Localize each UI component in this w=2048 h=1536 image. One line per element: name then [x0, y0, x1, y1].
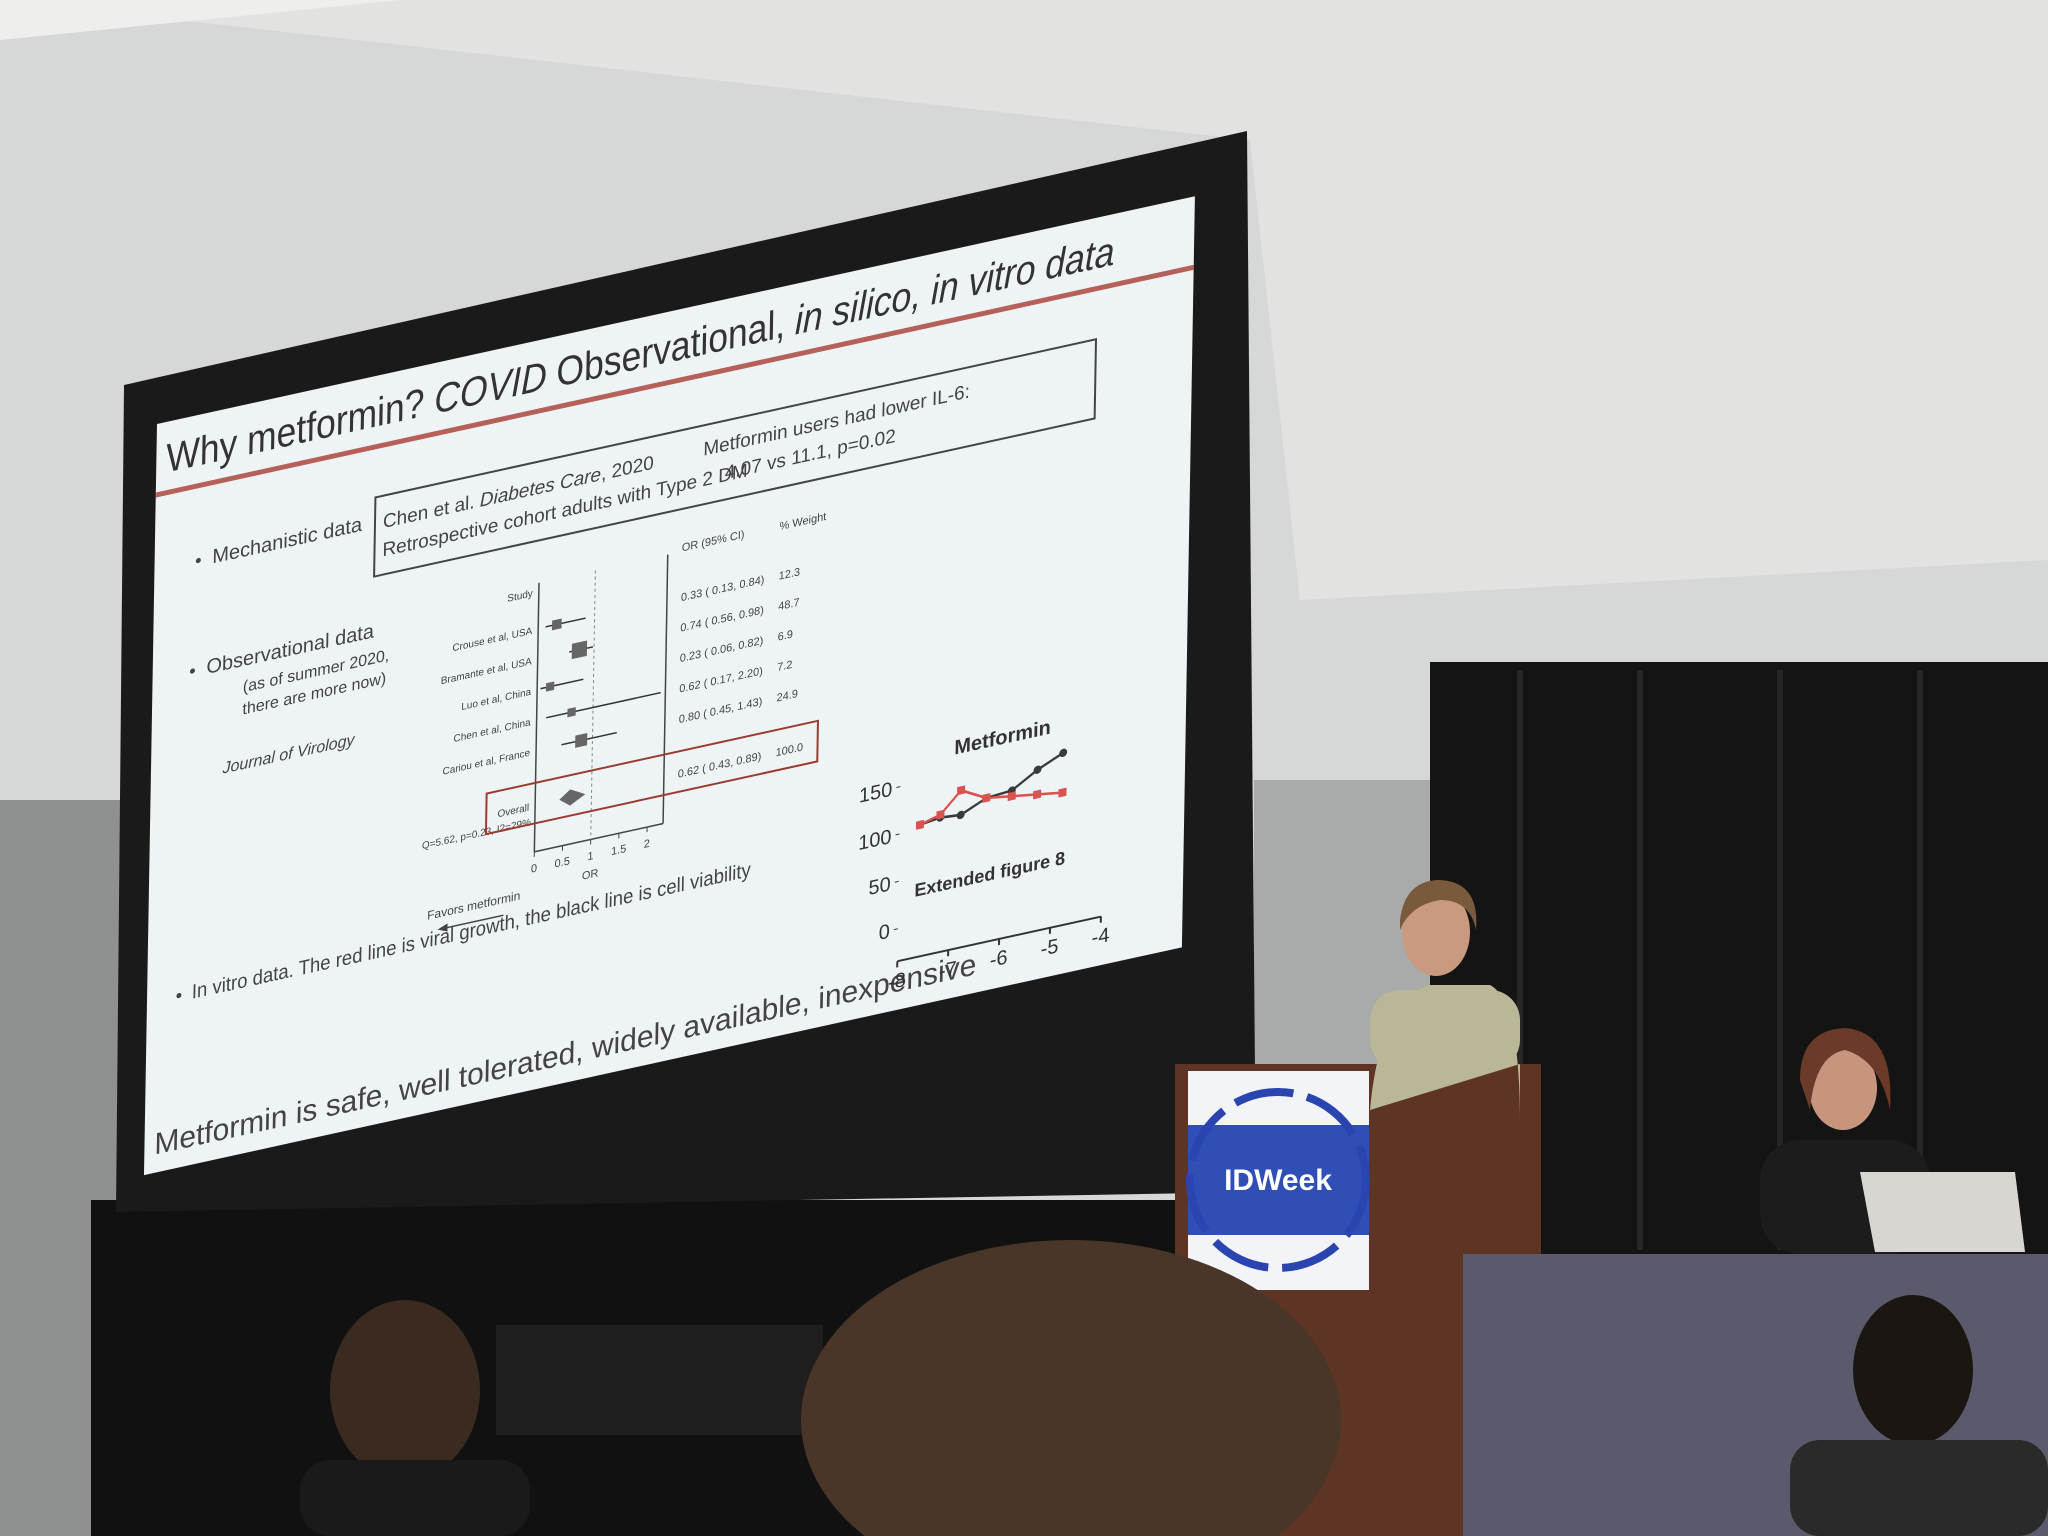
- x-tick-label: 2: [644, 838, 650, 851]
- forest-axis: [533, 582, 540, 852]
- audience-head: [801, 1240, 1341, 1536]
- study-box: [567, 707, 576, 718]
- x-tick-label: -5: [1041, 935, 1059, 961]
- bullet-dot: [189, 668, 195, 674]
- speaker-torso: [1370, 990, 1520, 1070]
- arrow-head: [437, 923, 448, 932]
- laptop: [1860, 1172, 2025, 1252]
- point: [915, 819, 925, 830]
- podium-logo: IDWeek: [1224, 1164, 1332, 1197]
- sign-ring: [1186, 1088, 1370, 1272]
- x-tick-label: -7: [939, 958, 957, 984]
- x-tick-label: 1: [587, 850, 593, 863]
- audience-body: [1790, 1440, 2048, 1536]
- y-tick: [893, 928, 898, 931]
- citation-box: [373, 338, 1098, 578]
- bullet-dot: [195, 557, 201, 564]
- title-rule: [155, 264, 1194, 498]
- confidence-interval: [546, 691, 661, 719]
- y-tick: [896, 786, 901, 789]
- point: [1033, 765, 1042, 774]
- study-box: [551, 618, 562, 631]
- point: [1007, 791, 1016, 802]
- y-tick: [894, 880, 899, 883]
- x-tick-label: 0.5: [555, 855, 570, 870]
- forest-xaxis: [534, 822, 664, 853]
- x-tick-label: 0: [531, 862, 537, 875]
- point: [957, 785, 966, 796]
- ceiling: [0, 0, 400, 40]
- y-tick-label: 0: [879, 921, 890, 945]
- overall-highlight: [484, 719, 819, 836]
- x-axis-label: OR: [582, 867, 599, 883]
- panelist-face: [1809, 1046, 1877, 1130]
- reference-line: [590, 570, 596, 840]
- x-tick-label: -6: [990, 946, 1008, 972]
- bullet-dot: [176, 992, 182, 999]
- weight-label: 6.9: [778, 628, 793, 643]
- study-box: [575, 733, 588, 748]
- direction-arrow: [443, 914, 504, 930]
- weight-label: 24.9: [776, 688, 798, 705]
- y-tick-label: 50: [868, 873, 891, 900]
- point: [1033, 789, 1042, 800]
- panelist-hair: [1800, 1028, 1891, 1110]
- point: [1059, 748, 1068, 757]
- point: [1058, 787, 1067, 798]
- audience-head: [330, 1300, 480, 1480]
- forest-frame: [662, 554, 669, 824]
- y-tick: [895, 833, 900, 836]
- audience-head: [1853, 1295, 1973, 1445]
- speaker-face: [1402, 888, 1470, 976]
- weight-label: 7.2: [777, 659, 792, 674]
- point: [956, 810, 965, 820]
- monitor: [496, 1325, 823, 1435]
- study-box: [571, 640, 588, 660]
- point: [936, 809, 945, 820]
- x-tick-label: 1.5: [611, 843, 626, 858]
- speaker-hair: [1400, 880, 1477, 930]
- x-tick-label: -4: [1091, 924, 1109, 950]
- weight-label: 12.3: [779, 566, 801, 583]
- sign-band: [1188, 1125, 1369, 1235]
- point: [982, 793, 991, 803]
- audience-body: [300, 1460, 530, 1536]
- confidence-interval: [561, 731, 617, 746]
- study-box: [545, 681, 555, 692]
- weight-label: 48.7: [778, 597, 800, 614]
- back-wall: [0, 0, 2048, 600]
- x-tick-label: -8: [888, 969, 906, 995]
- slide: Why metformin? COVID Observational, in s…: [143, 196, 1195, 1176]
- overall-diamond: [559, 789, 586, 806]
